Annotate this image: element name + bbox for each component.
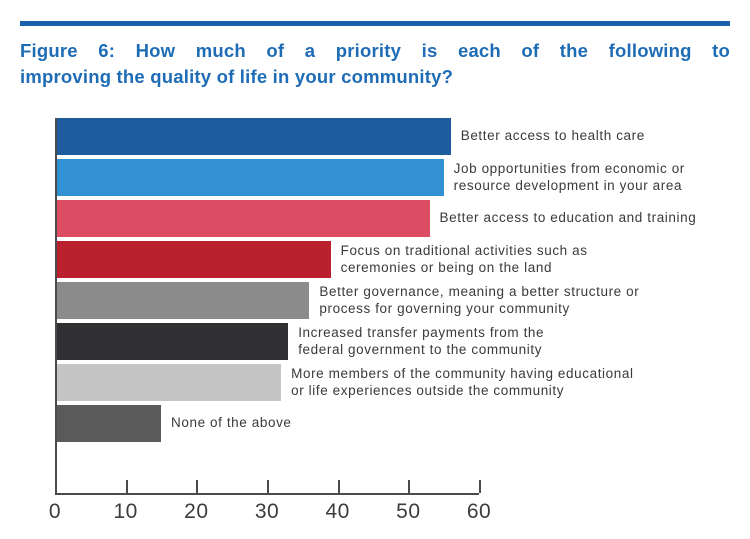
x-axis-tick-label-50: 50 bbox=[396, 500, 421, 523]
title-divider-rule bbox=[20, 21, 730, 26]
x-axis-line bbox=[55, 493, 479, 495]
x-axis-tick-label-60: 60 bbox=[466, 500, 492, 523]
bar-row: More members of the community having edu… bbox=[55, 364, 750, 401]
bar-label-1: Better access to health care bbox=[460, 128, 645, 144]
bar-label-6: Increased transfer payments from the fed… bbox=[298, 325, 545, 357]
x-axis-tick-label-10: 10 bbox=[113, 500, 138, 523]
x-axis-tick-label-30: 30 bbox=[254, 500, 280, 523]
bar-1 bbox=[55, 118, 451, 155]
x-axis-tick-label-20: 20 bbox=[184, 500, 209, 523]
bar-row: Better governance, meaning a better stru… bbox=[55, 282, 750, 319]
bar-8 bbox=[55, 405, 161, 442]
x-axis-tick-60 bbox=[479, 480, 481, 493]
bar-label-5: Better governance, meaning a better stru… bbox=[319, 284, 640, 316]
x-axis-tick-label-0: 0 bbox=[48, 500, 62, 523]
bar-3 bbox=[55, 200, 430, 237]
bar-row: Focus on traditional activities such as … bbox=[55, 241, 750, 278]
bar-chart-plot: Better access to health care Job opportun… bbox=[49, 118, 750, 523]
x-axis-tick-10 bbox=[125, 480, 128, 493]
x-axis-tick-label-40: 40 bbox=[325, 500, 350, 523]
x-axis-tick-30 bbox=[267, 480, 269, 493]
bar-label-7: More members of the community having edu… bbox=[291, 366, 634, 398]
x-axis-tick-40 bbox=[337, 480, 340, 493]
bar-row: Increased transfer payments from the fed… bbox=[55, 323, 750, 360]
figure-title-line-1: Figure 6: How much of a priority is each… bbox=[20, 40, 730, 61]
bar-label-4: Focus on traditional activities such as … bbox=[340, 243, 588, 275]
bar-5 bbox=[55, 282, 310, 319]
bar-row: Better access to education and training bbox=[55, 200, 750, 237]
x-axis-tick-50 bbox=[408, 480, 411, 493]
bar-label-3: Better access to education and training bbox=[439, 210, 697, 226]
figure-title: Figure 6: How much of a priority is each… bbox=[20, 38, 730, 91]
y-axis-line bbox=[55, 118, 57, 495]
bar-2 bbox=[55, 159, 444, 196]
bar-label-2: Job opportunities from economic or resou… bbox=[453, 161, 685, 193]
bar-6 bbox=[55, 323, 289, 360]
bar-label-8: None of the above bbox=[171, 415, 292, 431]
figure-title-line-2: improving the quality of life in your co… bbox=[20, 66, 454, 88]
bar-row: Job opportunities from economic or resou… bbox=[55, 159, 750, 196]
bar-row: Better access to health care bbox=[55, 118, 750, 155]
x-axis-tick-20 bbox=[196, 480, 199, 493]
bar-7 bbox=[55, 364, 282, 401]
bar-4 bbox=[55, 241, 331, 278]
bar-row: None of the above bbox=[55, 405, 750, 442]
